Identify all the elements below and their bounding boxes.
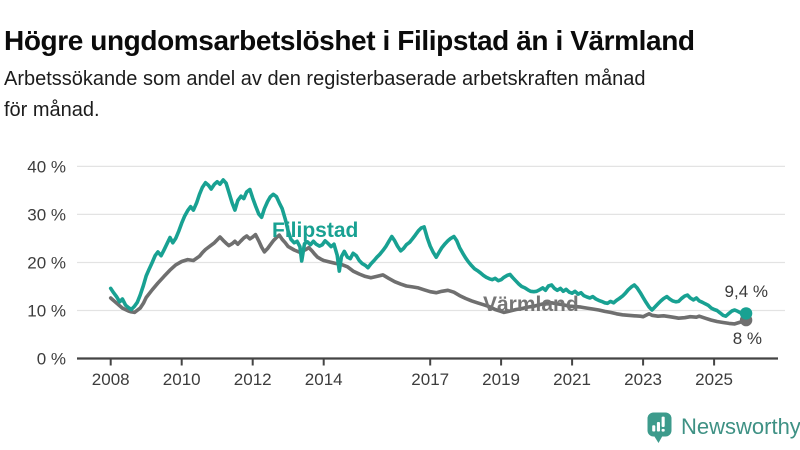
x-tick-label: 2023 [624,370,662,389]
x-tick-label: 2012 [234,370,272,389]
x-tick-label: 2021 [553,370,591,389]
x-tick-label: 2010 [163,370,201,389]
x-tick-label: 2019 [482,370,520,389]
x-tick-label: 2008 [92,370,130,389]
subtitle-line-1: Arbetssökande som andel av den registerb… [4,68,646,90]
y-tick-label: 40 % [27,157,66,176]
newsworthy-wordmark: Newsworthy [681,414,800,439]
varmland-end-value-label: 8 % [732,329,762,348]
series-line-värmland [108,232,748,326]
y-tick-label: 10 % [27,302,66,321]
filipstad-end-value-label: 9,4 % [724,282,768,301]
x-tick-label: 2014 [305,370,343,389]
chart-subtitle: Arbetssökande som andel av den registerb… [4,64,784,126]
y-tick-label: 20 % [27,254,66,273]
x-tick-label: 2017 [411,370,449,389]
page-title: Högre ungdomsarbetslöshet i Filipstad än… [4,24,695,56]
series-end-dot-filipstad [739,307,753,320]
subtitle-line-2: för månad. [4,99,100,121]
series-line-filipstad [108,178,748,319]
y-tick-label: 0 % [37,350,66,369]
bar-chart-bubble-icon [647,412,672,443]
x-tick-label: 2025 [695,370,733,389]
newsworthy-logo: Newsworthy [647,412,800,444]
y-tick-label: 30 % [27,205,66,224]
filipstad-series-label: Filipstad [272,219,359,242]
varmland-series-label: Värmland [483,293,579,316]
